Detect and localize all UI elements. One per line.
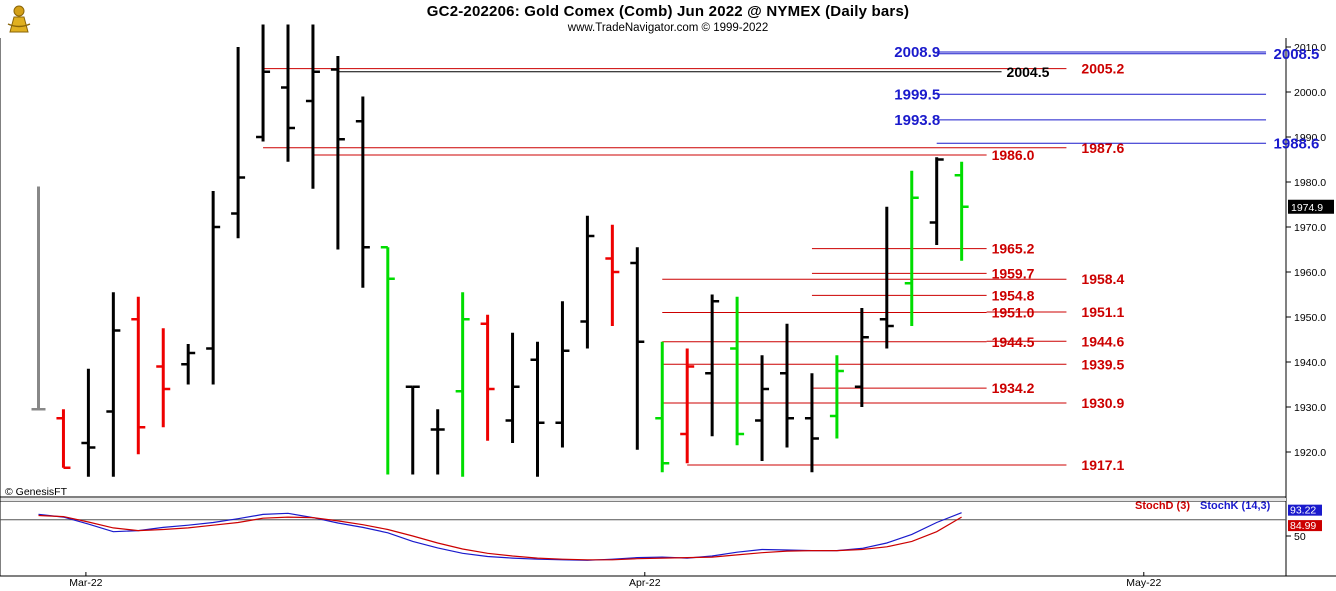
chart-subtitle: www.TradeNavigator.com © 1999-2022 bbox=[567, 22, 769, 34]
level-label: 1939.5 bbox=[1081, 356, 1124, 372]
y-tick-label: 1930.0 bbox=[1294, 402, 1326, 414]
y-tick-label: 1940.0 bbox=[1294, 357, 1326, 369]
level-label: 2005.2 bbox=[1081, 61, 1124, 77]
y-tick-label: 1990.0 bbox=[1294, 132, 1326, 144]
y-tick-label: 1950.0 bbox=[1294, 312, 1326, 324]
level-label: 1930.9 bbox=[1081, 395, 1124, 411]
ohlc-bar bbox=[929, 157, 944, 245]
watermark: © GenesisFT bbox=[5, 486, 68, 498]
ohlc-bar bbox=[181, 344, 196, 385]
projection-label: 1993.8 bbox=[894, 112, 940, 129]
y-axis-ticks: 1920.0 1930.0 1940.0 1950.0 1960.0 1970.0 1980… bbox=[1286, 42, 1334, 459]
ohlc-bar bbox=[854, 308, 869, 407]
ohlc-bar bbox=[630, 247, 645, 450]
stoch-k-legend: StochK (14,3) bbox=[1200, 500, 1271, 512]
ohlc-bar bbox=[380, 246, 395, 475]
y-tick-label: 1970.0 bbox=[1294, 222, 1326, 234]
level-label: 1954.8 bbox=[992, 287, 1035, 303]
projection-label: 2008.9 bbox=[894, 44, 940, 61]
level-label: 1934.2 bbox=[992, 380, 1035, 396]
ohlc-bar bbox=[730, 296, 745, 446]
ohlc-bar bbox=[780, 323, 794, 448]
ohlc-bar bbox=[81, 368, 96, 477]
x-tick-label: May-22 bbox=[1126, 577, 1161, 589]
ohlc-bar bbox=[256, 24, 271, 142]
ohlc-bar bbox=[605, 224, 620, 326]
projection-label: 1988.6 bbox=[1274, 135, 1320, 152]
y-tick-label: 2010.0 bbox=[1294, 42, 1326, 54]
last-price-box bbox=[1288, 199, 1334, 214]
ohlc-bar bbox=[405, 385, 420, 475]
last-price-label: 1974.9 bbox=[1291, 202, 1323, 214]
trade-navigator-logo-icon bbox=[2, 2, 36, 36]
projection-label: 2008.5 bbox=[1274, 46, 1320, 63]
ohlc-bar bbox=[879, 206, 894, 349]
chart-title: GC2-202206: Gold Comex (Comb) Jun 2022 @… bbox=[426, 3, 910, 20]
ohlc-bars bbox=[31, 24, 969, 477]
ohlc-bar bbox=[580, 215, 595, 349]
indicator-tick-label: 50 bbox=[1294, 531, 1306, 543]
ohlc-bar bbox=[954, 161, 969, 261]
x-axis: Mar-22 Apr-22 May-22 bbox=[69, 572, 1161, 589]
y-tick-label: 1960.0 bbox=[1294, 267, 1326, 279]
stoch-d-line bbox=[38, 514, 962, 561]
level-label: 1987.6 bbox=[1081, 140, 1124, 156]
ohlc-bar bbox=[355, 96, 370, 288]
ohlc-bar bbox=[455, 292, 470, 477]
level-label: 1958.4 bbox=[1081, 271, 1124, 287]
ohlc-bar bbox=[530, 341, 545, 477]
ohlc-bar bbox=[904, 170, 919, 326]
level-label: 1965.2 bbox=[992, 241, 1035, 257]
ohlc-bar bbox=[56, 409, 71, 469]
ohlc-bar bbox=[131, 296, 146, 455]
projection-label: 1999.5 bbox=[894, 86, 940, 103]
x-tick-label: Apr-22 bbox=[629, 577, 661, 589]
ohlc-bar bbox=[156, 328, 171, 428]
chart-header: GC2-202206: Gold Comex (Comb) Jun 2022 @… bbox=[0, 0, 1290, 36]
y-tick-label: 1920.0 bbox=[1294, 447, 1326, 459]
ohlc-bar bbox=[430, 409, 445, 475]
stoch-d-value: 84.99 bbox=[1290, 520, 1316, 532]
ohlc-bar bbox=[829, 355, 844, 439]
stoch-k-value: 93.22 bbox=[1290, 505, 1316, 517]
level-label: 1959.7 bbox=[992, 265, 1035, 281]
level-label: 1917.1 bbox=[1081, 457, 1124, 473]
level-label: 1944.6 bbox=[1081, 333, 1124, 349]
level-label: 1986.0 bbox=[992, 147, 1035, 163]
stoch-k-value-box bbox=[1288, 504, 1322, 516]
stoch-d-legend: StochD (3) bbox=[1135, 500, 1190, 512]
x-tick-label: Mar-22 bbox=[69, 577, 102, 589]
level-label: 1951.1 bbox=[1081, 304, 1124, 320]
ohlc-bar bbox=[281, 24, 295, 162]
ohlc-bar bbox=[206, 191, 221, 385]
y-tick-label: 1980.0 bbox=[1294, 177, 1326, 189]
ohlc-bar bbox=[305, 24, 320, 189]
chart-frame bbox=[0, 38, 1336, 577]
ohlc-bar bbox=[480, 314, 495, 441]
ohlc-bar bbox=[106, 292, 121, 477]
pane-separator bbox=[0, 498, 1286, 501]
y-tick-label: 2000.0 bbox=[1294, 87, 1326, 99]
ohlc-bar bbox=[705, 294, 720, 437]
ohlc-bar bbox=[804, 373, 819, 473]
ohlc-bar bbox=[555, 301, 570, 448]
ohlc-bar bbox=[655, 341, 670, 473]
ohlc-bar bbox=[755, 355, 770, 461]
level-label: 2004.5 bbox=[1007, 64, 1050, 80]
stoch-d-value-box bbox=[1288, 520, 1322, 532]
ohlc-bar bbox=[505, 332, 520, 443]
ohlc-bar bbox=[680, 348, 695, 464]
ohlc-bar bbox=[31, 186, 46, 411]
ohlc-bar bbox=[231, 47, 246, 239]
level-lines: 2008.9 2008.5 1999.5 1993.8 1988.6 2005.2 2004… bbox=[263, 44, 1319, 473]
ohlc-bar bbox=[330, 56, 345, 250]
